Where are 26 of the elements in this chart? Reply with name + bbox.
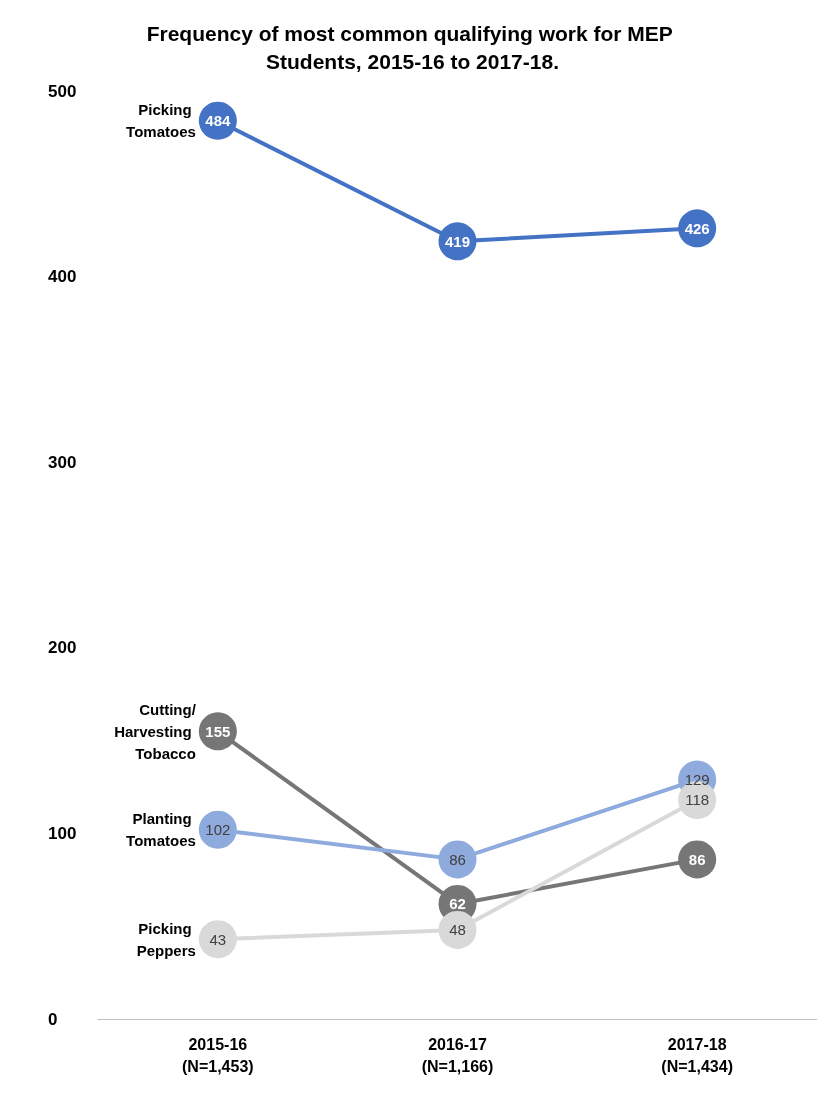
data-label: 86 (449, 850, 466, 868)
x-tick-label: 2017-18 (N=1,434) (661, 1035, 733, 1075)
x-tick-label: 2016-17 (N=1,166) (421, 1035, 494, 1075)
data-label: 155 (205, 722, 231, 740)
y-tick-label: 0 (48, 1009, 58, 1029)
series-label: Picking Tomatoes (126, 101, 196, 141)
data-label: 129 (684, 771, 710, 789)
data-label: 426 (684, 219, 710, 237)
chart-title: Frequency of most common qualifying work for MEP Students, 2015-16 to 2017-18. (146, 21, 679, 73)
y-tick-label: 500 (48, 81, 77, 101)
data-label: 62 (449, 895, 466, 913)
data-label: 102 (205, 821, 231, 839)
series-label: Planting Tomatoes (126, 810, 196, 850)
y-tick-label: 300 (48, 452, 77, 472)
data-label: 86 (688, 850, 706, 868)
data-label: 419 (444, 232, 471, 250)
series-label: Picking Peppers (136, 919, 196, 959)
y-tick-label: 400 (48, 267, 77, 287)
y-tick-label: 100 (48, 823, 77, 843)
x-tick-label: 2015-16 (N=1,453) (182, 1035, 254, 1075)
data-label: 48 (449, 921, 466, 939)
data-label: 484 (205, 112, 231, 130)
data-label: 43 (209, 930, 227, 948)
data-label: 118 (685, 791, 710, 809)
series-label: Cutting/Harvesting Tobacco (114, 700, 197, 762)
y-tick-label: 200 (48, 638, 77, 658)
